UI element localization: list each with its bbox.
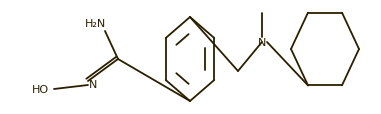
Text: N: N — [89, 79, 97, 89]
Text: N: N — [258, 38, 266, 48]
Text: H₂N: H₂N — [84, 19, 106, 29]
Text: HO: HO — [32, 84, 48, 94]
